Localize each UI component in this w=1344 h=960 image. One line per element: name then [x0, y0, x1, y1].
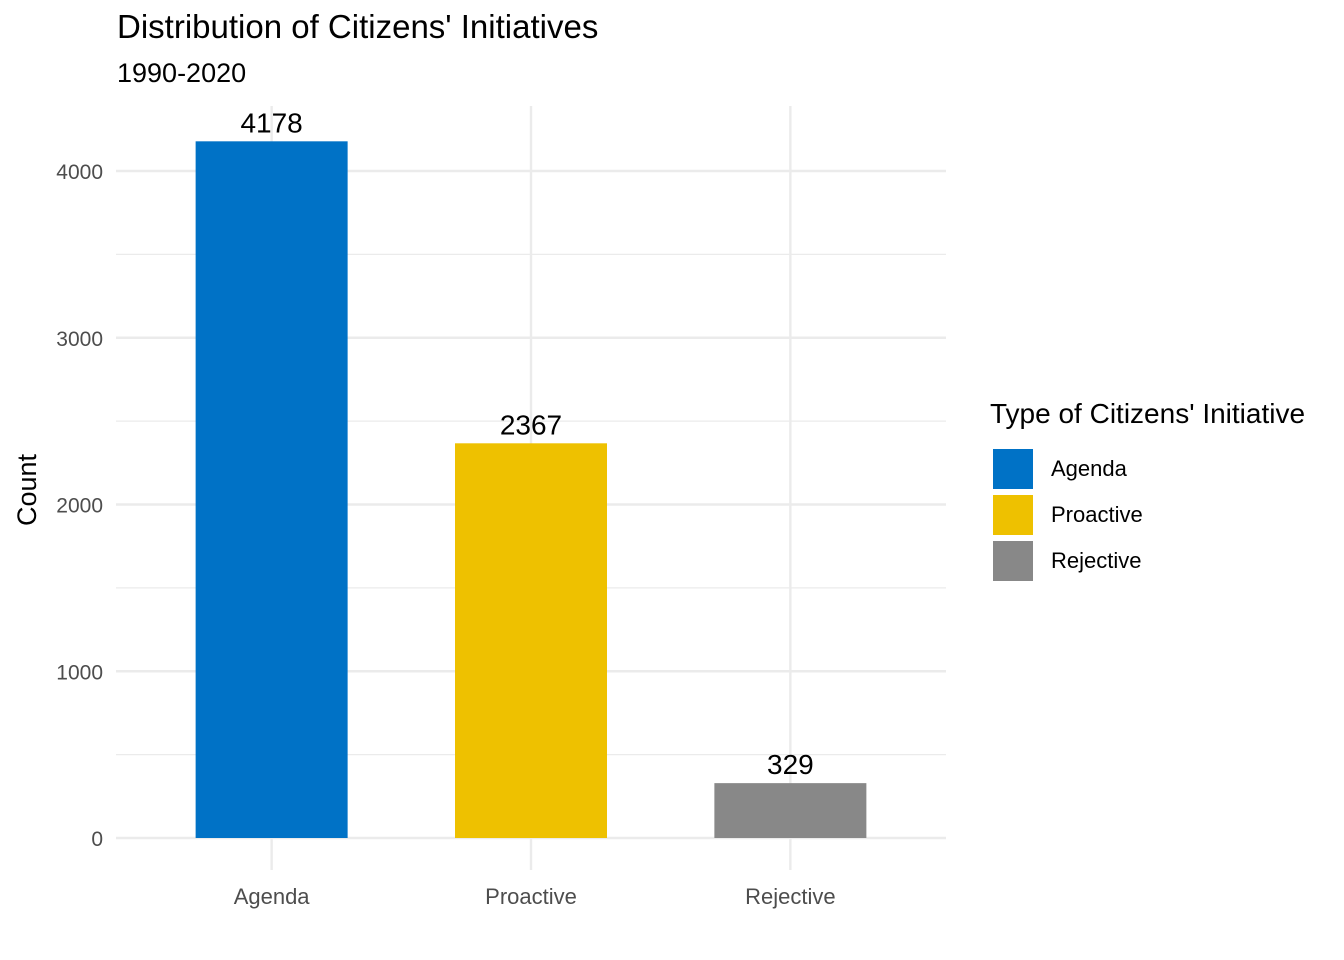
legend-label-proactive: Proactive: [1051, 502, 1143, 527]
y-axis-title: Count: [12, 453, 42, 526]
x-tick-label-proactive: Proactive: [485, 884, 577, 909]
data-label-proactive: 2367: [500, 409, 562, 440]
legend-swatch-agenda: [993, 449, 1033, 489]
data-labels: 4178 2367 329: [240, 107, 813, 780]
legend-label-rejective: Rejective: [1051, 548, 1142, 573]
y-tick-label: 1000: [56, 661, 103, 684]
legend-title: Type of Citizens' Initiative: [990, 398, 1306, 429]
data-label-rejective: 329: [767, 749, 814, 780]
legend-swatch-proactive: [993, 495, 1033, 535]
legend-swatch-rejective: [993, 541, 1033, 581]
bar-rejective: [714, 783, 867, 838]
axes: 0 1000 2000 3000 4000 Agenda Proactive Rejectiv…: [56, 161, 835, 909]
y-tick-label: 3000: [56, 328, 103, 351]
legend-item-rejective: Rejective: [990, 538, 1305, 584]
chart-title: Distribution of Citizens' Initiatives: [117, 8, 599, 45]
x-tick-label-rejective: Rejective: [745, 884, 835, 909]
x-tick-label-agenda: Agenda: [234, 884, 311, 909]
legend: Type of Citizens' Initiative Agenda Proa…: [990, 398, 1305, 584]
legend-label-agenda: Agenda: [1051, 456, 1127, 481]
chart-subtitle: 1990-2020: [117, 58, 247, 88]
y-tick-label: 4000: [56, 161, 103, 184]
bars: [195, 141, 867, 839]
legend-item-proactive: Proactive: [990, 492, 1305, 538]
bar-agenda: [195, 141, 348, 839]
legend-item-agenda: Agenda: [990, 446, 1305, 492]
bar-proactive: [455, 443, 607, 838]
y-tick-label: 2000: [56, 495, 103, 518]
y-tick-label: 0: [91, 828, 103, 851]
data-label-agenda: 4178: [240, 107, 302, 138]
